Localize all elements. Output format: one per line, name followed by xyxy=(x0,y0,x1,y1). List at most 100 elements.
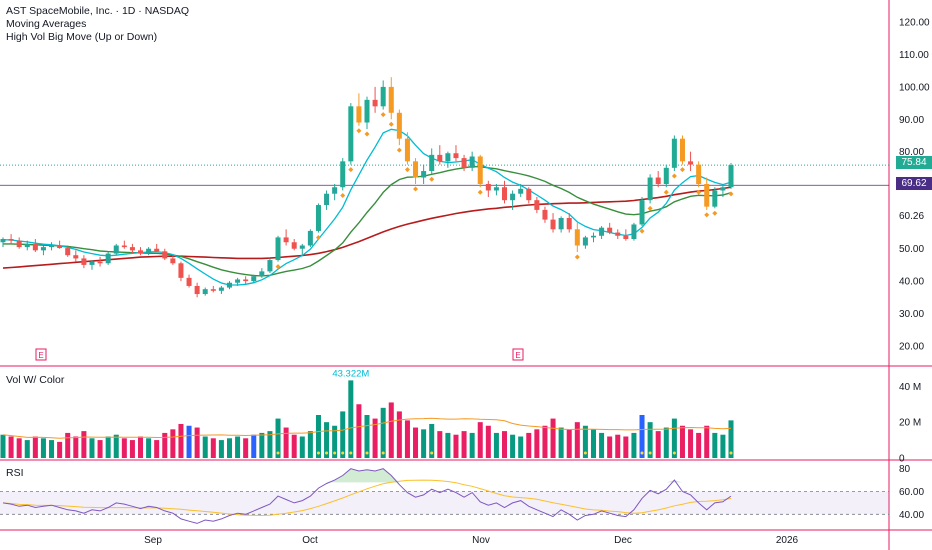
candle xyxy=(534,200,540,210)
candle xyxy=(396,112,402,139)
volume-tick-label: 20 M xyxy=(899,418,921,429)
volume-bar xyxy=(663,427,669,458)
volume-bar xyxy=(688,429,694,458)
volume-bar xyxy=(550,418,556,458)
candle xyxy=(275,237,281,261)
volume-bar xyxy=(121,438,127,458)
candle xyxy=(89,261,95,265)
candle xyxy=(307,230,313,246)
candle xyxy=(493,187,499,191)
volume-bar xyxy=(40,438,46,458)
volume-ma-line xyxy=(2,417,732,439)
volume-bar xyxy=(518,436,524,458)
volume-bar xyxy=(194,427,200,458)
rsi-band xyxy=(0,491,889,515)
indicator-high-vol-big-move[interactable]: High Vol Big Move (Up or Down) xyxy=(6,31,158,43)
candle xyxy=(582,237,588,246)
earnings-letter: E xyxy=(515,351,520,360)
candle xyxy=(704,184,710,207)
big-move-marker xyxy=(356,128,362,134)
volume-bar xyxy=(615,434,621,458)
rsi-line xyxy=(2,468,732,524)
volume-bar xyxy=(534,429,540,458)
volume-bar xyxy=(170,429,176,458)
indicator-moving-averages[interactable]: Moving Averages xyxy=(6,18,87,30)
volume-bar xyxy=(647,422,653,458)
price-tick-label: 100.00 xyxy=(899,82,930,93)
candle xyxy=(445,153,451,162)
x-tick-label: Nov xyxy=(472,535,490,546)
x-tick-label: 2026 xyxy=(776,535,799,546)
volume-bar xyxy=(502,431,508,458)
big-move-marker xyxy=(364,131,370,137)
candle xyxy=(518,188,524,194)
candle xyxy=(558,217,564,230)
volume-tick-label: 40 M xyxy=(899,382,921,393)
volume-bar xyxy=(24,440,30,458)
volume-bar xyxy=(259,432,265,458)
candle xyxy=(510,193,516,201)
volume-bar xyxy=(340,411,346,458)
volume-bar xyxy=(356,404,362,458)
volume-bar xyxy=(388,402,394,458)
candle xyxy=(574,229,580,246)
big-move-marker xyxy=(275,264,281,270)
volume-bar xyxy=(129,440,135,458)
big-move-marker xyxy=(348,167,354,173)
volume-bar xyxy=(599,432,605,458)
candle xyxy=(0,239,6,243)
big-move-marker xyxy=(477,189,483,195)
volume-dot xyxy=(325,451,329,455)
candle xyxy=(332,187,338,194)
candle xyxy=(154,248,160,252)
volume-bar xyxy=(162,432,168,458)
candle xyxy=(283,237,289,243)
candle xyxy=(299,245,305,249)
candle xyxy=(728,165,734,188)
price-tick-label: 90.00 xyxy=(899,115,924,126)
rsi-pane-label[interactable]: RSI xyxy=(6,467,24,479)
candle xyxy=(16,240,22,248)
big-move-marker xyxy=(404,167,410,173)
volume-bar xyxy=(582,425,588,458)
volume-bar xyxy=(364,415,370,458)
volume-bar xyxy=(671,418,677,458)
volume-bar xyxy=(178,423,184,458)
volume-bar xyxy=(696,432,702,458)
candle xyxy=(631,224,637,240)
last-price-badge: 75.84 xyxy=(896,156,932,169)
candle xyxy=(186,277,192,286)
candle xyxy=(178,263,184,278)
volume-bar xyxy=(154,440,160,458)
volume-bar xyxy=(186,425,192,458)
candle xyxy=(138,250,144,254)
candle xyxy=(340,161,346,188)
volume-peak-label: 43.322M xyxy=(332,368,369,379)
earnings-badge xyxy=(35,348,47,361)
candle xyxy=(429,154,435,172)
symbol-title: AST SpaceMobile, Inc. · 1D · NASDAQ xyxy=(6,5,190,17)
volume-dot xyxy=(381,451,385,455)
big-move-marker xyxy=(388,121,394,127)
big-move-marker xyxy=(728,191,734,197)
candle xyxy=(73,255,79,259)
candle xyxy=(712,190,718,207)
volume-bar xyxy=(283,427,289,458)
volume-bar xyxy=(218,440,224,458)
volume-bar xyxy=(510,434,516,458)
candle xyxy=(421,171,427,178)
volume-bar xyxy=(113,434,119,458)
volume-pane-label[interactable]: Vol W/ Color xyxy=(6,374,65,386)
candle xyxy=(372,99,378,107)
rsi-ma-line xyxy=(2,479,732,517)
big-move-marker xyxy=(429,176,435,182)
volume-bar xyxy=(704,425,710,458)
candle xyxy=(615,232,621,236)
volume-dot xyxy=(333,451,337,455)
candle xyxy=(453,153,459,159)
volume-bar xyxy=(299,436,305,458)
x-tick-label: Sep xyxy=(144,535,162,546)
candle xyxy=(97,261,103,264)
ma-fast-line xyxy=(2,128,732,286)
